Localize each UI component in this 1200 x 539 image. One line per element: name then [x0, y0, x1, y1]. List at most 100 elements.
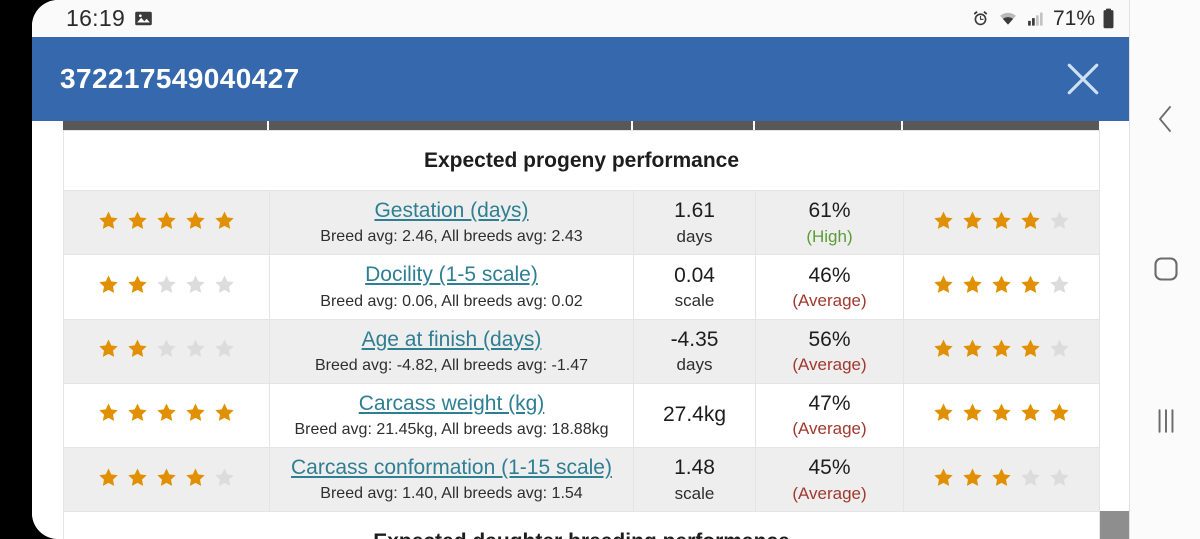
star-icon: [1021, 275, 1040, 293]
stars-left: [97, 337, 236, 360]
sheet-scroll-area[interactable]: Expected progeny performance Gestation (…: [63, 121, 1129, 539]
star-icon: [1050, 275, 1069, 293]
star-icon: [934, 339, 953, 358]
row-stars-right: [903, 446, 1100, 513]
star-icon: [1021, 339, 1040, 358]
column-header-trait: [269, 121, 633, 130]
star-icon: [992, 339, 1011, 358]
recents-bars-icon[interactable]: [1130, 397, 1200, 445]
trait-averages: Breed avg: 0.06, All breeds avg: 0.02: [320, 292, 583, 310]
value-unit: days: [676, 226, 713, 246]
star-icon: [1050, 468, 1069, 486]
star-icon: [157, 211, 176, 229]
reliability-band: (Average): [792, 483, 867, 503]
table-row[interactable]: Carcass weight (kg) Breed avg: 21.45kg, A…: [63, 382, 1100, 449]
trait-averages: Breed avg: 1.40, All breeds avg: 1.54: [320, 485, 583, 503]
star-icon: [215, 339, 234, 358]
star-icon: [934, 468, 953, 486]
row-stars-left: [63, 318, 270, 384]
stars-right: [932, 337, 1071, 360]
stars-right: [932, 466, 1071, 489]
row-value: -4.35 days: [633, 318, 756, 384]
table-column-header-strip: [63, 121, 1099, 130]
row-stars-right: [903, 254, 1100, 320]
stars-left: [97, 401, 236, 424]
app-bar: 372217549040427: [32, 37, 1129, 121]
star-icon: [215, 275, 234, 293]
epd-table-body: Expected progeny performance: [63, 130, 1100, 191]
star-icon: [99, 339, 118, 358]
star-icon: [215, 468, 234, 486]
star-icon: [157, 403, 176, 422]
battery-icon: [1102, 8, 1115, 29]
status-bar-left: 16:19: [66, 5, 153, 32]
column-header-stars-right: [903, 121, 1099, 130]
row-trait: Carcass conformation (1-15 scale) Breed a…: [269, 446, 634, 513]
row-stars-left: [63, 446, 270, 513]
trait-link[interactable]: Age at finish (days): [361, 327, 542, 351]
star-icon: [186, 339, 205, 358]
star-icon: [963, 211, 982, 229]
star-icon: [128, 211, 147, 229]
row-trait: Docility (1-5 scale) Breed avg: 0.06, All…: [269, 254, 634, 320]
star-icon: [186, 403, 205, 422]
status-bar: 16:19: [32, 0, 1129, 37]
epd-rows: Gestation (days) Breed avg: 2.46, All bre…: [63, 189, 1100, 513]
reliability-percent: 47%: [808, 392, 851, 416]
star-icon: [1050, 403, 1069, 422]
row-trait: Gestation (days) Breed avg: 2.46, All bre…: [269, 189, 634, 256]
star-icon: [934, 211, 953, 229]
back-chevron-icon[interactable]: [1130, 95, 1200, 143]
star-icon: [992, 468, 1011, 486]
row-reliability: 47% (Average): [755, 382, 904, 449]
star-icon: [99, 275, 118, 293]
trait-link[interactable]: Carcass weight (kg): [358, 391, 545, 415]
home-square-icon[interactable]: [1130, 245, 1200, 293]
star-icon: [99, 468, 118, 486]
page-title: 372217549040427: [60, 63, 300, 94]
table-row[interactable]: Age at finish (days) Breed avg: -4.82, Al…: [63, 318, 1100, 384]
star-icon: [215, 211, 234, 229]
star-icon: [992, 211, 1011, 229]
stars-right: [932, 209, 1071, 232]
trait-link[interactable]: Carcass conformation (1-15 scale): [291, 456, 612, 479]
star-icon: [128, 275, 147, 293]
star-icon: [1021, 403, 1040, 422]
star-icon: [186, 468, 205, 486]
value-number: 1.48: [674, 456, 715, 480]
star-icon: [963, 403, 982, 422]
star-icon: [1021, 468, 1040, 486]
star-icon: [1021, 211, 1040, 229]
trait-link[interactable]: Docility (1-5 scale): [365, 263, 538, 287]
star-icon: [1050, 211, 1069, 229]
star-icon: [128, 403, 147, 422]
value-unit: days: [676, 355, 713, 375]
value-number: 0.04: [674, 263, 715, 287]
star-icon: [186, 275, 205, 293]
close-icon[interactable]: [1055, 51, 1111, 107]
table-row[interactable]: Carcass conformation (1-15 scale) Breed a…: [63, 446, 1100, 513]
star-icon: [934, 403, 953, 422]
cellular-signal-icon: [1026, 9, 1046, 28]
star-icon: [157, 275, 176, 293]
battery-percent: 71%: [1052, 6, 1095, 30]
status-bar-right: 71%: [971, 7, 1115, 31]
table-row[interactable]: Docility (1-5 scale) Breed avg: 0.06, All…: [63, 254, 1100, 320]
column-header-stars-left: [63, 121, 269, 130]
table-row[interactable]: Gestation (days) Breed avg: 2.46, All bre…: [63, 189, 1100, 256]
stars-left: [97, 209, 236, 232]
row-value: 1.48 scale: [633, 446, 756, 513]
star-icon: [934, 275, 953, 293]
row-value: 27.4kg: [633, 382, 756, 449]
star-icon: [99, 211, 118, 229]
row-stars-left: [63, 189, 270, 256]
star-icon: [157, 339, 176, 358]
stars-right: [932, 273, 1071, 296]
star-icon: [992, 275, 1011, 293]
section-header-daughter: Expected daughter breeding performance: [63, 511, 1100, 539]
trait-link[interactable]: Gestation (days): [374, 199, 529, 222]
row-value: 1.61 days: [633, 189, 756, 256]
column-header-value: [633, 121, 755, 130]
stars-right: [932, 401, 1071, 424]
star-icon: [128, 339, 147, 358]
